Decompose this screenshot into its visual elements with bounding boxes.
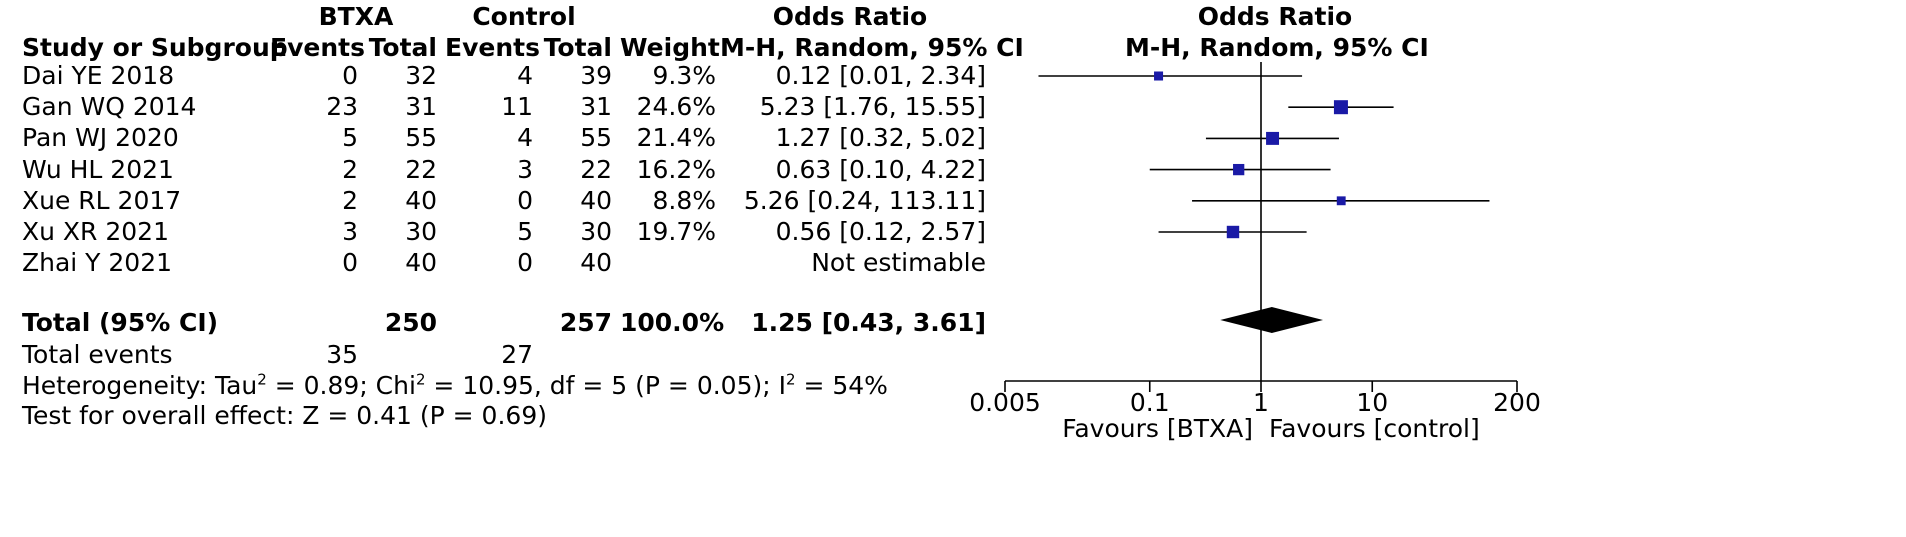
- total1-header: Total: [368, 33, 437, 62]
- control-total: 40: [580, 185, 612, 215]
- total-events-btxa: 35: [326, 340, 358, 369]
- point-estimate-marker: [1226, 225, 1240, 239]
- study-name: Wu HL 2021: [22, 154, 174, 184]
- btxa-total: 22: [405, 154, 437, 184]
- study-name: Dai YE 2018: [22, 61, 175, 90]
- btxa-total: 32: [405, 61, 437, 90]
- events2-header: Events: [445, 33, 540, 62]
- study-ci: 5.23 [1.76, 15.55]: [759, 92, 986, 122]
- btxa-events: 2: [342, 185, 358, 215]
- or-method-header: M-H, Random, 95% CI: [720, 33, 1024, 62]
- x-tick-label: 1: [1253, 388, 1269, 417]
- study-ci: 0.63 [0.10, 4.22]: [775, 154, 986, 184]
- x-tick-label: 0.005: [969, 388, 1041, 417]
- study-ci: 0.12 [0.01, 2.34]: [775, 61, 986, 90]
- point-estimate-marker: [1154, 71, 1164, 81]
- control-total: 39: [580, 61, 612, 90]
- btxa-events: 0: [342, 61, 358, 90]
- heterogeneity-text: Heterogeneity: Tau2 = 0.89; Chi2 = 10.95…: [22, 370, 888, 400]
- study-ci: 0.56 [0.12, 2.57]: [775, 217, 986, 246]
- btxa-events: 2: [342, 154, 358, 184]
- btxa-total: 30: [405, 217, 437, 246]
- weight-header: Weight: [620, 33, 720, 62]
- btxa-total: 55: [405, 123, 437, 153]
- control-events: 4: [517, 123, 533, 153]
- study-ci: Not estimable: [811, 248, 986, 278]
- study-weight: 9.3%: [652, 61, 716, 90]
- control-total: 40: [580, 248, 612, 278]
- control-total: 55: [580, 123, 612, 153]
- study-name: Pan WJ 2020: [22, 123, 179, 153]
- control-events: 0: [517, 248, 533, 278]
- control-total: 30: [580, 217, 612, 246]
- favours-left-label: Favours [BTXA]: [1062, 414, 1253, 443]
- study-name: Xu XR 2021: [22, 217, 169, 246]
- control-events: 0: [517, 185, 533, 215]
- total-events-control: 27: [501, 340, 533, 369]
- btxa-events: 5: [342, 123, 358, 153]
- study-weight: 21.4%: [636, 123, 716, 153]
- btxa-events: 3: [342, 217, 358, 246]
- plot-method-header: M-H, Random, 95% CI: [1125, 33, 1429, 62]
- point-estimate-marker: [1333, 100, 1348, 115]
- overall-effect-text: Test for overall effect: Z = 0.41 (P = 0…: [22, 401, 547, 430]
- point-estimate-marker: [1233, 163, 1245, 176]
- or-header: Odds Ratio: [772, 2, 928, 31]
- total2-header: Total: [543, 33, 612, 62]
- control-total: 31: [580, 92, 612, 122]
- control-events: 3: [517, 154, 533, 184]
- study-weight: 19.7%: [636, 217, 716, 246]
- study-ci: 5.26 [0.24, 113.11]: [743, 185, 986, 215]
- btxa-events: 23: [326, 92, 358, 122]
- control-events: 5: [517, 217, 533, 246]
- point-estimate-marker: [1266, 131, 1280, 145]
- point-estimate-marker: [1336, 196, 1346, 206]
- x-tick-label: 0.1: [1130, 388, 1170, 417]
- study-weight: 16.2%: [636, 154, 716, 184]
- control-events: 4: [517, 61, 533, 90]
- plot-title: Odds Ratio: [1197, 2, 1353, 31]
- total-label: Total (95% CI): [22, 308, 219, 337]
- btxa-total: 40: [405, 248, 437, 278]
- x-tick-label: 200: [1493, 388, 1541, 417]
- events1-header: Events: [270, 33, 365, 62]
- x-tick-label: 10: [1356, 388, 1388, 417]
- control-events: 11: [501, 92, 533, 122]
- study-name: Xue RL 2017: [22, 185, 182, 215]
- group-header-control: Control: [472, 2, 576, 31]
- study-name: Gan WQ 2014: [22, 92, 197, 122]
- study-ci: 1.27 [0.32, 5.02]: [775, 123, 986, 153]
- total-n2: 257: [559, 308, 612, 337]
- total-n1: 250: [384, 308, 437, 337]
- study-column-header: Study or Subgroup: [22, 33, 288, 62]
- btxa-total: 31: [405, 92, 437, 122]
- study-weight: 24.6%: [636, 92, 716, 122]
- group-header-btxa: BTXA: [318, 2, 394, 31]
- control-total: 22: [580, 154, 612, 184]
- total-weight: 100.0%: [620, 308, 725, 337]
- btxa-total: 40: [405, 185, 437, 215]
- btxa-events: 0: [342, 248, 358, 278]
- pooled-diamond: [1220, 307, 1324, 333]
- study-name: Zhai Y 2021: [22, 248, 173, 278]
- total-events-label: Total events: [22, 340, 173, 369]
- study-weight: 8.8%: [652, 185, 716, 215]
- favours-right-label: Favours [control]: [1269, 414, 1480, 443]
- total-ci: 1.25 [0.43, 3.61]: [751, 308, 986, 337]
